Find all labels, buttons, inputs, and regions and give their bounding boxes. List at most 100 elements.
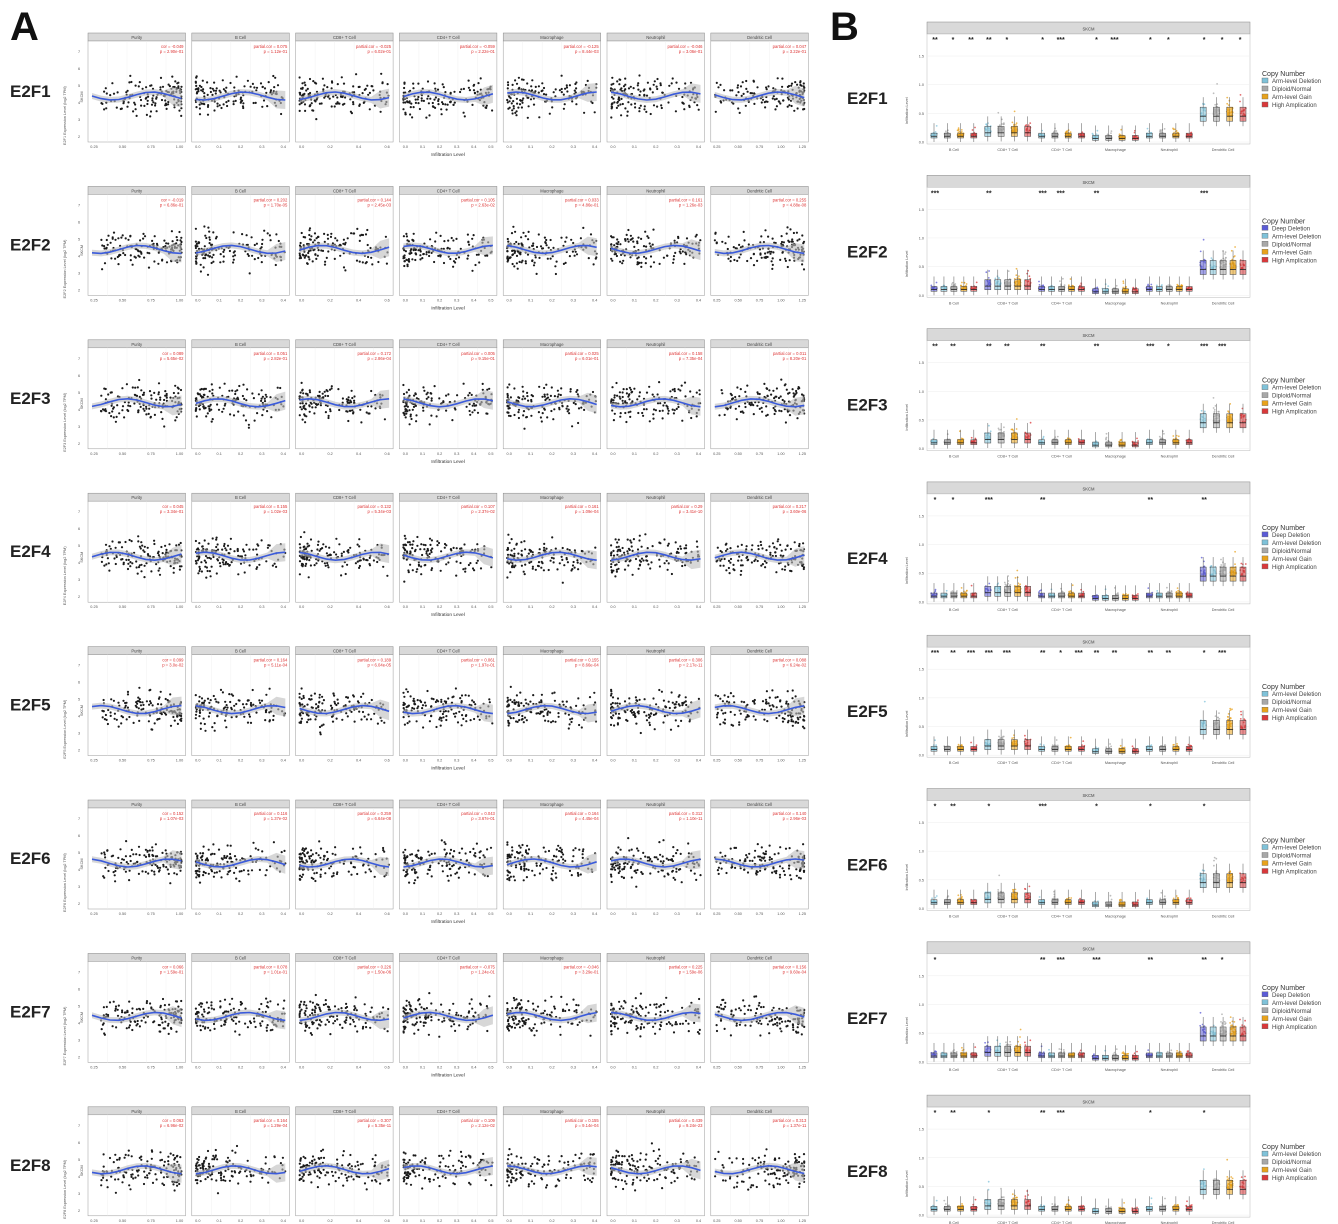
facet-cd4-t-cell: CD4+ T Cellpartial.cor = 0.005p = 9.15e-…	[399, 340, 497, 456]
data-point	[461, 714, 463, 716]
data-point	[137, 573, 139, 575]
data-point	[543, 547, 545, 549]
data-point	[803, 268, 805, 270]
data-point	[277, 84, 279, 86]
data-point	[360, 696, 362, 698]
data-point	[353, 395, 355, 397]
data-point	[610, 563, 612, 565]
data-point	[427, 396, 429, 398]
data-point	[212, 254, 214, 256]
data-point	[301, 232, 303, 234]
data-point	[229, 413, 231, 415]
data-point	[474, 92, 476, 94]
data-point	[207, 570, 209, 572]
data-point	[443, 262, 445, 264]
data-point	[208, 557, 210, 559]
data-point	[564, 103, 566, 105]
data-point	[226, 704, 228, 706]
data-point	[409, 113, 411, 115]
data-point	[440, 720, 442, 722]
x-tick-label: 1.25	[799, 452, 806, 456]
data-point	[176, 82, 178, 84]
x-tick-label: 0.1	[632, 145, 637, 149]
data-point	[514, 79, 516, 81]
data-point	[659, 82, 661, 84]
data-point	[299, 712, 301, 714]
data-point	[410, 106, 412, 108]
data-point	[533, 104, 535, 106]
data-point	[142, 233, 144, 235]
data-point	[216, 537, 218, 539]
x-tick-label: 0.6	[384, 145, 389, 149]
data-point	[514, 565, 516, 567]
stat-p-value: p = 1.97e-01	[471, 663, 495, 668]
data-point	[685, 544, 687, 546]
data-point	[356, 228, 358, 230]
data-point	[347, 399, 349, 401]
data-point	[274, 563, 276, 565]
data-point	[208, 408, 210, 410]
data-point	[474, 409, 476, 411]
data-point	[211, 94, 213, 96]
data-point	[511, 250, 513, 252]
x-tick-label: 0.0	[299, 605, 304, 609]
data-point	[575, 103, 577, 105]
data-point	[165, 242, 167, 244]
data-point	[272, 75, 274, 77]
data-point	[575, 403, 577, 405]
data-point	[545, 239, 547, 241]
data-point	[180, 389, 182, 391]
data-point	[562, 582, 564, 584]
data-point	[223, 545, 225, 547]
data-point	[472, 567, 474, 569]
data-point	[772, 87, 774, 89]
data-point	[611, 260, 613, 262]
data-point	[152, 101, 154, 103]
data-point	[127, 563, 129, 565]
stat-p-value: p = 6.04e-05	[367, 663, 391, 668]
data-point	[107, 393, 109, 395]
data-point	[440, 570, 442, 572]
data-point	[317, 403, 319, 405]
data-point	[667, 545, 669, 547]
data-point	[127, 693, 129, 695]
data-point	[108, 562, 110, 564]
data-point	[799, 80, 801, 82]
data-point	[646, 560, 648, 562]
data-point	[627, 564, 629, 566]
x-tick-label: 1.00	[777, 145, 784, 149]
data-point	[146, 103, 148, 105]
data-point	[789, 414, 791, 416]
data-point	[553, 408, 555, 410]
x-tick-label: 1.00	[777, 452, 784, 456]
data-point	[456, 561, 458, 563]
facet-purity: Puritycor = 0.089p = 5.65e-020.25 0.50 0.7…	[88, 340, 186, 456]
x-tick-label: 0.4	[356, 759, 361, 763]
data-point	[420, 565, 422, 567]
data-point	[787, 86, 789, 88]
data-point	[126, 383, 128, 385]
data-point	[744, 391, 746, 393]
x-tick-label: 0.50	[119, 145, 126, 149]
data-point	[509, 571, 511, 573]
data-point	[386, 263, 388, 265]
data-point	[628, 241, 630, 243]
data-point	[614, 564, 616, 566]
x-tick-label: 0.0	[195, 298, 200, 302]
data-point	[538, 411, 540, 413]
data-point	[643, 245, 645, 247]
data-point	[314, 232, 316, 234]
data-point	[306, 721, 308, 723]
data-point	[513, 265, 515, 267]
data-point	[437, 89, 439, 91]
data-point	[413, 395, 415, 397]
data-point	[454, 261, 456, 263]
data-point	[150, 394, 152, 396]
data-point	[657, 402, 659, 404]
data-point	[364, 716, 366, 718]
data-point	[299, 255, 301, 257]
x-tick-label: 0.1	[528, 145, 533, 149]
data-point	[314, 564, 316, 566]
data-point	[139, 81, 141, 83]
data-point	[387, 83, 389, 85]
